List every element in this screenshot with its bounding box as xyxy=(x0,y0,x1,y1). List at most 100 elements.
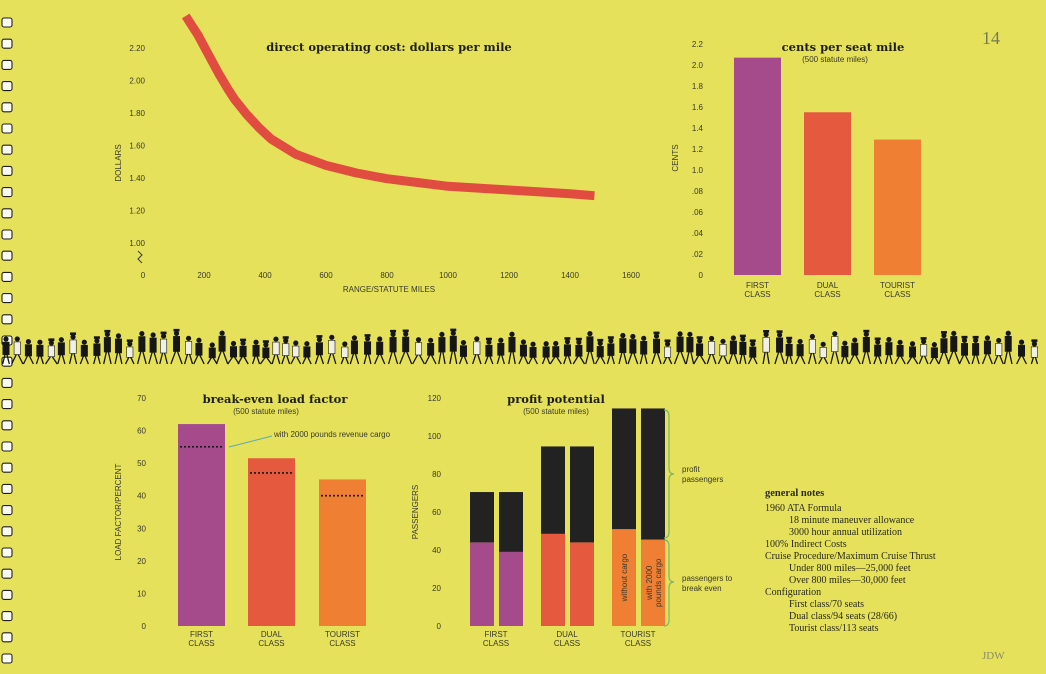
y-axis-label-breakeven: LOAD FACTOR/PERCENT xyxy=(114,464,123,561)
walking-person-icon xyxy=(57,337,66,365)
binding-ring xyxy=(1,229,13,240)
walking-person-icon xyxy=(2,336,10,365)
y-axis-label-seatmile: CENTS xyxy=(671,144,680,171)
walking-person-icon xyxy=(399,329,413,365)
initials: JDW xyxy=(982,650,1005,662)
y-tick-label: 30 xyxy=(137,524,146,533)
y-tick-label: 100 xyxy=(428,432,442,441)
walking-person-icon xyxy=(314,335,325,365)
walking-person-icon xyxy=(884,336,893,365)
walking-person-icon xyxy=(424,337,437,365)
walking-person-icon xyxy=(818,341,829,365)
binding-ring xyxy=(1,59,13,70)
walking-person-icon xyxy=(438,331,446,365)
walking-person-icon xyxy=(35,339,45,365)
cargo-annotation: with 2000 pounds revenue cargo xyxy=(273,430,391,439)
note-line: 1960 ATA Formula xyxy=(765,503,842,514)
walking-person-icon xyxy=(193,337,205,365)
walking-person-icon xyxy=(627,333,639,365)
y-tick-label: 1.0 xyxy=(692,166,704,175)
binding-ring xyxy=(1,483,13,494)
walking-person-icon xyxy=(251,339,261,365)
walking-person-icon xyxy=(662,339,673,365)
note-line: First class/70 seats xyxy=(789,599,864,610)
page-number: 14 xyxy=(982,28,1000,48)
break-even-passengers-bar xyxy=(570,542,594,626)
category-label: DUAL CLASS xyxy=(258,630,284,648)
walking-person-icon xyxy=(271,336,281,365)
walking-person-icon xyxy=(93,336,101,365)
break-even-load-factor-chart: break-even load factor (500 statute mile… xyxy=(114,392,391,648)
y-tick-label: 20 xyxy=(137,557,146,566)
binding-ring xyxy=(1,632,13,643)
binding-ring xyxy=(1,144,13,155)
walking-person-icon xyxy=(747,339,758,365)
walking-person-icon xyxy=(206,342,218,365)
x-tick-label: 600 xyxy=(319,271,333,280)
walking-person-icon xyxy=(327,334,337,365)
x-tick-label: 400 xyxy=(258,271,272,280)
walking-person-icon xyxy=(458,339,469,365)
walking-person-icon xyxy=(136,330,147,365)
legend-break-even-line2: break even xyxy=(682,584,722,593)
y-tick-label: 0 xyxy=(699,271,704,280)
walking-person-icon xyxy=(159,331,169,365)
chart-subtitle-profit: (500 statute miles) xyxy=(523,407,589,416)
y-tick-label: 20 xyxy=(432,584,441,593)
y-tick-label: 50 xyxy=(137,459,146,468)
break-even-passengers-bar xyxy=(470,542,494,626)
y-tick-label: 2.00 xyxy=(129,77,145,86)
y-tick-label: .06 xyxy=(692,208,704,217)
binding-ring xyxy=(1,38,13,49)
walking-person-icon xyxy=(45,338,58,365)
walking-person-icon xyxy=(484,337,494,365)
break-even-passengers-bar xyxy=(641,539,665,626)
profit-potential-chart: profit potential (500 statute miles) PAS… xyxy=(411,392,733,648)
general-notes-list: 1960 ATA Formula 18 minute maneuver allow… xyxy=(765,503,1035,635)
binding-ring xyxy=(1,208,13,219)
walking-person-icon xyxy=(259,340,272,365)
legend-profit-line1: profit xyxy=(682,465,701,474)
binding-ring xyxy=(1,653,13,664)
binding-ring xyxy=(1,589,13,600)
chart-subtitle-seatmile: (500 statute miles) xyxy=(802,55,868,64)
category-label: FIRST CLASS xyxy=(188,630,214,648)
walking-person-icon xyxy=(227,340,240,365)
y-axis-label-profit: PASSENGERS xyxy=(411,485,420,540)
walking-person-icon xyxy=(68,332,78,365)
walking-person-icon xyxy=(340,341,349,365)
walking-person-icon xyxy=(114,333,123,365)
walking-person-icon xyxy=(873,337,883,365)
walking-person-icon xyxy=(618,332,628,365)
profit-passengers-bar xyxy=(470,492,494,543)
walking-person-icon xyxy=(363,334,372,365)
binding-ring xyxy=(1,271,13,282)
break-even-bar xyxy=(248,458,295,626)
category-label: DUAL CLASS xyxy=(814,281,840,299)
binding-ring xyxy=(1,526,13,537)
binding-ring xyxy=(1,81,13,92)
binding-ring xyxy=(1,123,13,134)
walking-person-icon xyxy=(79,339,89,365)
y-tick-label: 10 xyxy=(137,589,146,598)
spiral-binding xyxy=(1,17,13,664)
walking-person-icon xyxy=(606,336,615,365)
y-tick-label: 0 xyxy=(437,622,442,631)
y-tick-label: 80 xyxy=(432,470,441,479)
bar-inline-label: without cargo xyxy=(620,553,629,602)
legend-profit-line2: passengers xyxy=(682,475,723,484)
cents-per-seat-mile-chart: cents per seat mile (500 statute miles) … xyxy=(671,40,921,299)
y-tick-label: 1.00 xyxy=(129,239,145,248)
note-line: Over 800 miles—30,000 feet xyxy=(789,575,906,586)
seat-mile-bar xyxy=(804,112,851,275)
walking-person-icon xyxy=(639,335,648,365)
binding-ring xyxy=(1,462,13,473)
note-line: Tourist class/113 seats xyxy=(789,623,879,634)
x-tick-label: 1400 xyxy=(561,271,579,280)
walking-person-icon xyxy=(585,331,595,365)
walking-person-icon xyxy=(717,338,729,365)
y-tick-label: 1.6 xyxy=(692,103,704,112)
walking-person-icon xyxy=(528,341,538,365)
walking-people-frieze-icon xyxy=(2,328,1039,365)
walking-person-icon xyxy=(594,338,606,365)
